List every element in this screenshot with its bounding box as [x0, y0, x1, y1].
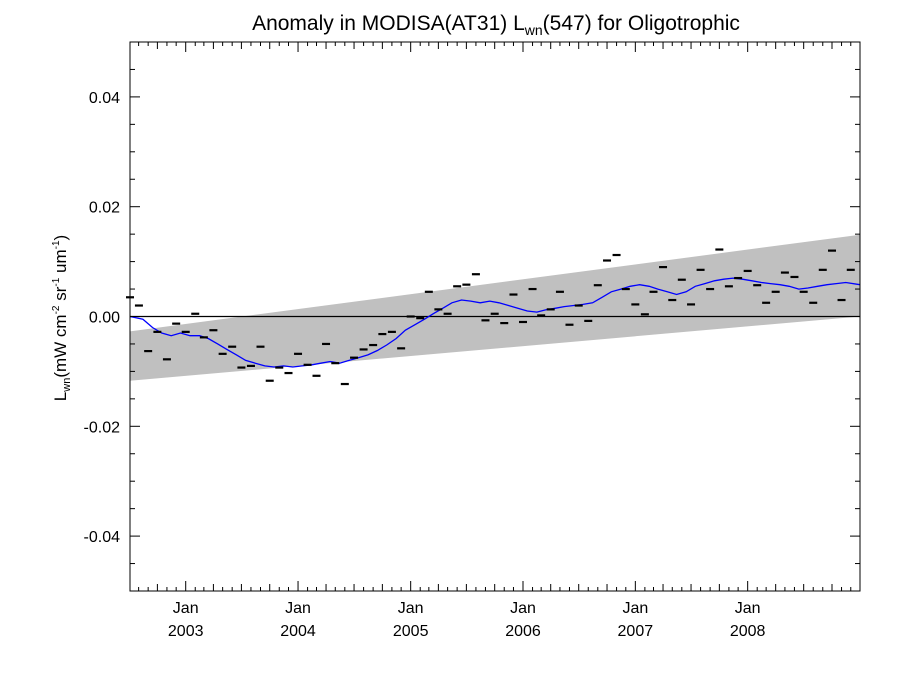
plot-area — [126, 41, 861, 592]
x-tick-label-year: 2007 — [618, 623, 654, 640]
x-tick-label-year: 2008 — [730, 623, 766, 640]
y-tick-label: 0.02 — [89, 200, 120, 217]
ylabel-units-close: ) — [51, 235, 70, 241]
band-layer — [130, 234, 860, 381]
y-tick-label: -0.04 — [84, 529, 121, 546]
x-tick-label-year: 2006 — [505, 623, 541, 640]
x-tick-label-month: Jan — [173, 600, 199, 617]
uncertainty-band — [130, 234, 860, 381]
x-tick-label-month: Jan — [622, 600, 648, 617]
x-tick-label-year: 2003 — [168, 623, 204, 640]
y-axis: -0.04 -0.02 0.00 0.02 0.04 — [84, 41, 860, 592]
marker-layer — [126, 248, 855, 386]
title-prefix: Anomaly in MODISA(AT31) L — [252, 12, 525, 35]
y-axis-label: Lwn(mW cm-2 sr-1 um-1) — [51, 235, 73, 401]
title-suffix: (547) for Oligotrophic — [543, 12, 740, 35]
x-tick-label-month: Jan — [398, 600, 424, 617]
x-tick-label-month: Jan — [285, 600, 311, 617]
x-axis: Jan 2003 Jan 2004 Jan 2005 Jan 2006 Jan 2007 Jan 20… — [138, 42, 852, 640]
ylabel-units-open: (mW cm — [51, 314, 70, 377]
y-tick-label: 0.04 — [89, 90, 120, 107]
ylabel-subscript: wn — [61, 378, 73, 393]
x-tick-label-year: 2005 — [393, 623, 429, 640]
ylabel-units-mid2: um — [51, 249, 70, 277]
chart-title: Anomaly in MODISA(AT31) Lwn(547) for Oli… — [252, 12, 740, 38]
x-tick-label-month: Jan — [735, 600, 761, 617]
ylabel-exp3: -1 — [51, 240, 62, 249]
ylabel-exp2: -1 — [51, 277, 62, 286]
ylabel-units-mid1: sr — [51, 286, 70, 305]
ylabel-main: L — [51, 392, 70, 401]
title-subscript: wn — [524, 22, 543, 38]
y-tick-label: 0.00 — [89, 310, 120, 327]
ylabel-exp1: -2 — [51, 305, 62, 314]
x-tick-label-month: Jan — [510, 600, 536, 617]
y-tick-label: -0.02 — [84, 419, 121, 436]
x-tick-label-year: 2004 — [280, 623, 316, 640]
